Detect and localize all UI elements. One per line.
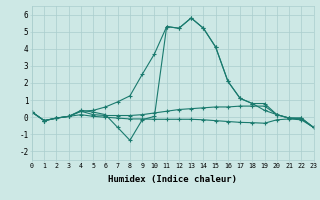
X-axis label: Humidex (Indice chaleur): Humidex (Indice chaleur) (108, 175, 237, 184)
